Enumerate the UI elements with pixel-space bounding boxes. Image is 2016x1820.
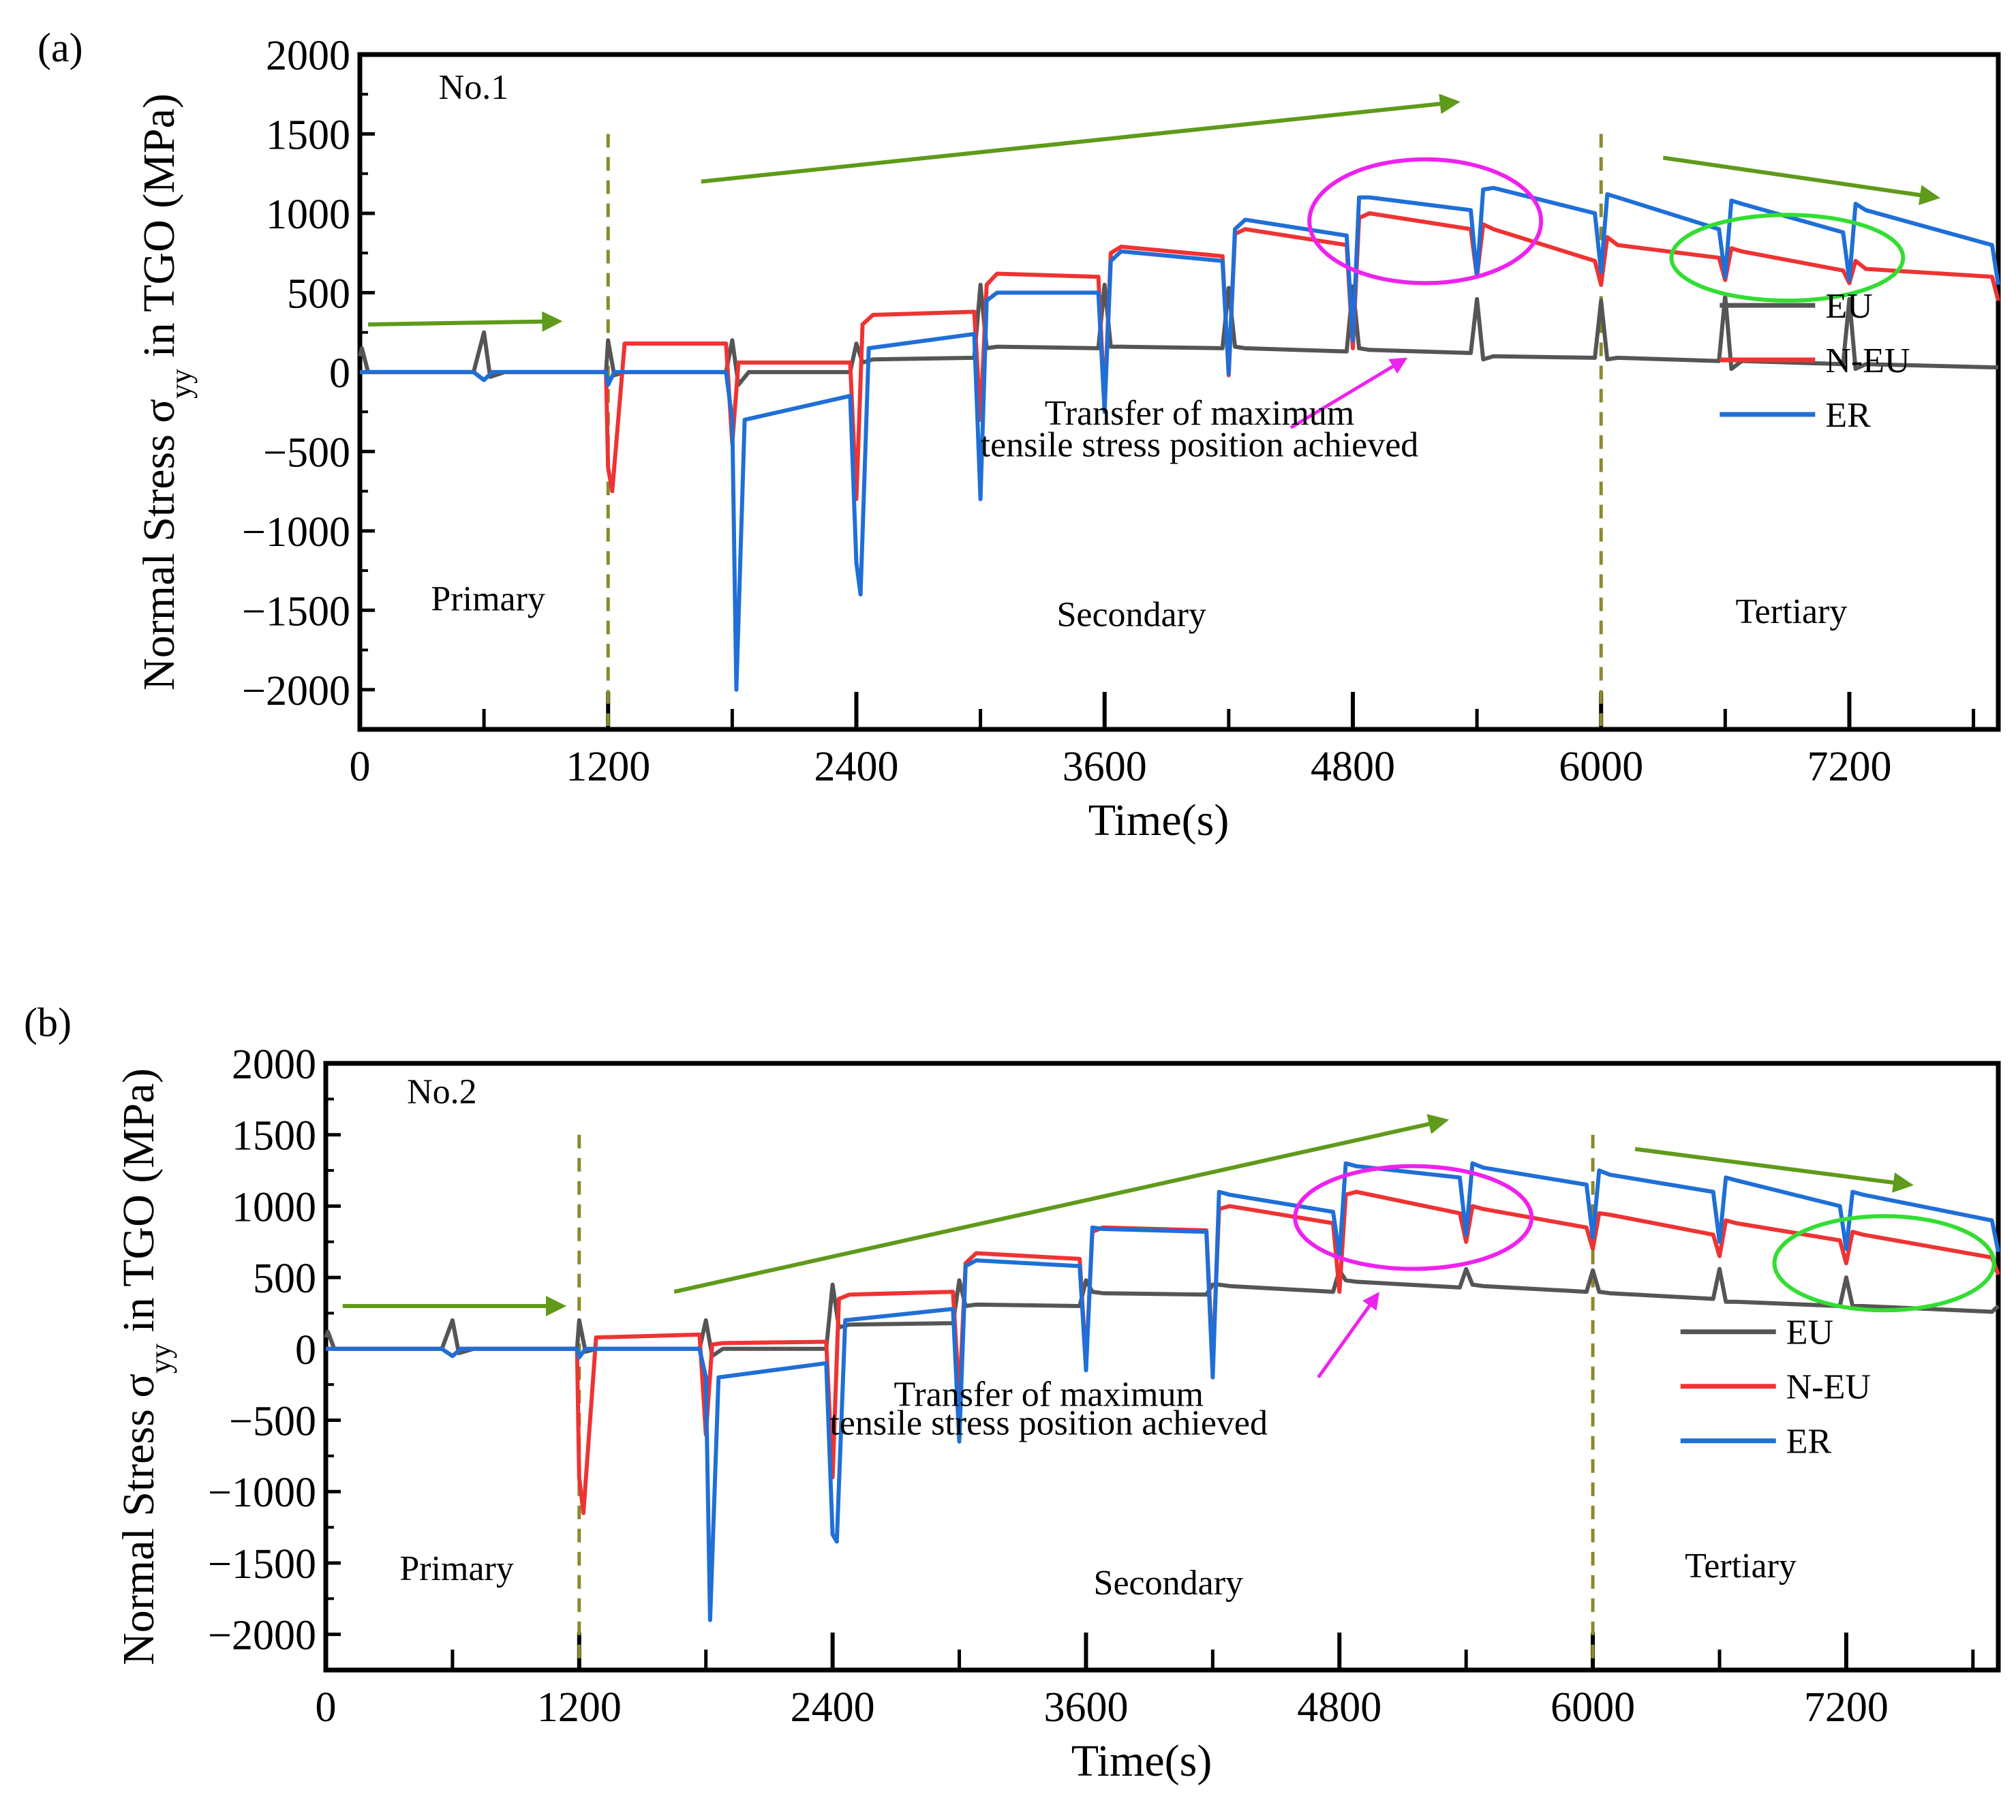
annotation-pointer bbox=[1289, 357, 1408, 429]
y-axis-title-main: Normal Stress σ bbox=[114, 1374, 164, 1665]
highlight-ellipse-magenta bbox=[1307, 157, 1544, 286]
x-tick-label: 3600 bbox=[1063, 744, 1147, 790]
y-tick-label: 0 bbox=[329, 350, 350, 397]
y-tick-label: 1000 bbox=[266, 192, 350, 238]
trend-arrow bbox=[701, 93, 1461, 184]
y-tick-label: 2000 bbox=[266, 33, 350, 79]
annotation-pointer bbox=[1317, 1292, 1379, 1379]
x-tick-label: 4800 bbox=[1311, 744, 1395, 790]
x-tick-label: 1200 bbox=[566, 744, 650, 790]
x-tick-label: 2400 bbox=[814, 744, 898, 790]
x-tick-label: 0 bbox=[350, 744, 371, 790]
series-line-eu bbox=[324, 1267, 2000, 1359]
panel-label: (b) bbox=[24, 1000, 72, 1045]
y-tick-label: −500 bbox=[229, 1399, 316, 1445]
y-tick-label: 1500 bbox=[266, 112, 350, 158]
y-axis-title-rest: in TGO (MPa) bbox=[134, 93, 184, 369]
trend-arrow bbox=[673, 1114, 1450, 1294]
plot-frame bbox=[357, 52, 2001, 732]
legend-label-n-eu: N-EU bbox=[1786, 1368, 1871, 1407]
panel-label: (a) bbox=[37, 25, 83, 70]
x-tick-label: 7200 bbox=[1807, 744, 1891, 790]
highlight-ellipse-green bbox=[1772, 1214, 1996, 1313]
annotation-line-2: tensile stress position achieved bbox=[829, 1404, 1268, 1442]
y-tick-label: −1000 bbox=[208, 1470, 316, 1516]
series-line-eu bbox=[358, 282, 1998, 387]
sample-label: No.2 bbox=[407, 1073, 477, 1112]
legend-label-er: ER bbox=[1825, 396, 1871, 435]
y-axis-title-subscript: yy bbox=[164, 369, 198, 399]
highlight-ellipse-magenta bbox=[1293, 1164, 1534, 1271]
x-tick-label: 6000 bbox=[1551, 1684, 1635, 1731]
trend-arrow bbox=[368, 311, 563, 332]
y-axis-title: Normal Stress σyy in TGO (MPa) bbox=[134, 93, 198, 691]
series-line-er bbox=[326, 1161, 2000, 1622]
stage-label-secondary: Secondary bbox=[1094, 1564, 1243, 1603]
y-tick-label: −1500 bbox=[208, 1541, 316, 1588]
y-tick-label: −2000 bbox=[242, 668, 350, 714]
y-tick-label: 1500 bbox=[232, 1113, 316, 1159]
annotation-line-1: Transfer of maximum bbox=[1045, 394, 1354, 433]
legend-label-er: ER bbox=[1786, 1423, 1832, 1461]
x-axis-title: Time(s) bbox=[1071, 1736, 1212, 1786]
x-tick-label: 1200 bbox=[537, 1684, 622, 1731]
x-tick-label: 2400 bbox=[791, 1684, 875, 1731]
y-axis-title: Normal Stress σyy in TGO (MPa) bbox=[114, 1068, 177, 1665]
y-tick-label: 0 bbox=[295, 1327, 316, 1374]
legend-label-eu: EU bbox=[1825, 287, 1872, 326]
legend-label-eu: EU bbox=[1786, 1314, 1833, 1352]
series-line-er bbox=[360, 185, 2000, 692]
y-axis-title-subscript: yy bbox=[144, 1344, 177, 1374]
trend-arrow bbox=[1662, 155, 1940, 206]
annotation-line-2: tensile stress position achieved bbox=[981, 425, 1419, 464]
legend-label-n-eu: N-EU bbox=[1825, 342, 1910, 380]
trend-arrow bbox=[1634, 1147, 1914, 1193]
y-tick-label: 500 bbox=[253, 1256, 316, 1302]
stage-label-tertiary: Tertiary bbox=[1685, 1547, 1797, 1586]
stage-label-tertiary: Tertiary bbox=[1736, 592, 1848, 631]
plot-frame bbox=[323, 1061, 2001, 1673]
stage-label-secondary: Secondary bbox=[1056, 596, 1206, 635]
y-axis-title-rest: in TGO (MPa) bbox=[114, 1068, 164, 1344]
highlight-ellipse-green bbox=[1669, 213, 1906, 303]
x-axis-title: Time(s) bbox=[1088, 795, 1230, 845]
x-tick-label: 0 bbox=[316, 1684, 337, 1731]
y-tick-label: 1000 bbox=[232, 1184, 316, 1230]
stage-label-primary: Primary bbox=[431, 579, 545, 618]
y-tick-label: −1500 bbox=[242, 588, 350, 635]
stage-label-primary: Primary bbox=[399, 1549, 514, 1588]
y-tick-label: 500 bbox=[287, 271, 350, 317]
y-tick-label: −500 bbox=[263, 429, 350, 476]
y-tick-label: −1000 bbox=[242, 509, 350, 556]
x-tick-label: 7200 bbox=[1804, 1684, 1889, 1731]
x-tick-label: 3600 bbox=[1043, 1684, 1128, 1731]
x-tick-label: 6000 bbox=[1559, 744, 1643, 790]
y-axis-title-main: Normal Stress σ bbox=[134, 399, 184, 691]
annotation-line-1: Transfer of maximum bbox=[894, 1376, 1203, 1414]
y-tick-label: −2000 bbox=[208, 1613, 316, 1659]
sample-label: No.1 bbox=[439, 68, 509, 107]
x-tick-label: 4800 bbox=[1297, 1684, 1381, 1731]
y-tick-label: 2000 bbox=[232, 1042, 316, 1088]
